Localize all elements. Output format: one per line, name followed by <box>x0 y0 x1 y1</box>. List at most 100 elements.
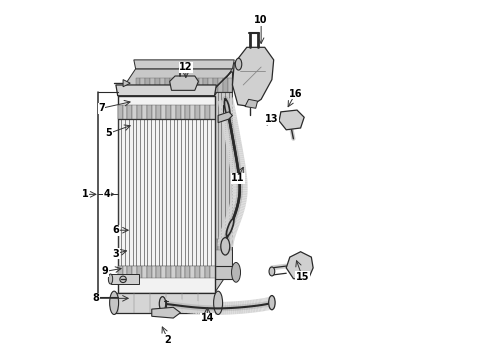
Polygon shape <box>179 78 184 92</box>
Polygon shape <box>142 266 147 278</box>
Polygon shape <box>184 239 189 250</box>
Polygon shape <box>179 300 182 312</box>
Polygon shape <box>230 168 246 172</box>
Polygon shape <box>220 111 236 116</box>
Polygon shape <box>243 301 245 314</box>
Polygon shape <box>174 239 179 250</box>
Polygon shape <box>137 266 142 278</box>
Polygon shape <box>227 148 243 153</box>
Polygon shape <box>231 177 247 181</box>
Polygon shape <box>219 103 234 107</box>
Polygon shape <box>150 239 155 250</box>
Polygon shape <box>269 297 273 309</box>
Polygon shape <box>212 302 214 315</box>
Polygon shape <box>230 202 245 208</box>
Polygon shape <box>210 105 215 119</box>
Polygon shape <box>185 300 188 313</box>
Polygon shape <box>236 301 238 314</box>
Polygon shape <box>122 105 127 119</box>
Polygon shape <box>221 118 237 122</box>
Polygon shape <box>218 244 233 247</box>
Polygon shape <box>146 78 150 92</box>
Polygon shape <box>218 112 232 123</box>
Polygon shape <box>175 299 178 312</box>
Polygon shape <box>218 240 234 244</box>
Polygon shape <box>134 60 234 69</box>
Polygon shape <box>227 212 243 218</box>
Polygon shape <box>239 301 242 314</box>
Ellipse shape <box>110 291 119 315</box>
Polygon shape <box>231 197 247 201</box>
Polygon shape <box>218 98 233 102</box>
Polygon shape <box>220 107 235 111</box>
Polygon shape <box>228 209 244 215</box>
Polygon shape <box>198 78 203 92</box>
Text: 9: 9 <box>102 266 108 276</box>
Polygon shape <box>219 234 235 240</box>
Polygon shape <box>220 230 236 236</box>
Ellipse shape <box>232 262 241 282</box>
Polygon shape <box>127 105 132 119</box>
Polygon shape <box>204 302 207 315</box>
Polygon shape <box>222 123 239 128</box>
Polygon shape <box>193 301 196 314</box>
Polygon shape <box>222 120 238 125</box>
Polygon shape <box>205 266 210 278</box>
Polygon shape <box>258 299 262 312</box>
Polygon shape <box>161 266 166 278</box>
Polygon shape <box>179 239 184 250</box>
Polygon shape <box>232 192 247 194</box>
Polygon shape <box>267 297 270 310</box>
Polygon shape <box>220 233 235 239</box>
Polygon shape <box>223 224 238 230</box>
Polygon shape <box>127 266 132 278</box>
Polygon shape <box>177 299 180 312</box>
Polygon shape <box>223 127 239 132</box>
Polygon shape <box>122 266 127 278</box>
Polygon shape <box>220 231 236 238</box>
Polygon shape <box>142 105 147 119</box>
Polygon shape <box>187 300 190 313</box>
Polygon shape <box>226 213 242 220</box>
Polygon shape <box>251 300 254 313</box>
Polygon shape <box>229 204 245 209</box>
Polygon shape <box>223 78 228 92</box>
Polygon shape <box>229 160 245 165</box>
Polygon shape <box>222 226 237 233</box>
Polygon shape <box>181 105 186 119</box>
Polygon shape <box>269 297 274 309</box>
Polygon shape <box>228 156 245 161</box>
Polygon shape <box>160 239 165 250</box>
Polygon shape <box>123 80 130 87</box>
Polygon shape <box>208 302 210 315</box>
Polygon shape <box>152 307 180 318</box>
Polygon shape <box>230 301 233 315</box>
Polygon shape <box>218 99 233 102</box>
Polygon shape <box>161 105 166 119</box>
Polygon shape <box>218 243 233 246</box>
Polygon shape <box>234 301 236 314</box>
Polygon shape <box>166 266 171 278</box>
Polygon shape <box>189 239 194 250</box>
Polygon shape <box>266 297 270 310</box>
Polygon shape <box>141 78 146 92</box>
Polygon shape <box>220 110 236 114</box>
Polygon shape <box>222 302 225 315</box>
Polygon shape <box>164 297 166 310</box>
Polygon shape <box>165 239 170 250</box>
Ellipse shape <box>108 274 113 284</box>
Polygon shape <box>227 150 243 155</box>
Polygon shape <box>165 298 168 311</box>
Polygon shape <box>232 47 274 107</box>
Polygon shape <box>228 152 244 157</box>
Polygon shape <box>199 301 202 314</box>
Polygon shape <box>237 301 240 314</box>
Polygon shape <box>230 166 246 170</box>
Polygon shape <box>229 158 245 163</box>
Polygon shape <box>163 297 165 310</box>
Ellipse shape <box>269 267 275 276</box>
Polygon shape <box>151 266 156 278</box>
Polygon shape <box>217 302 219 315</box>
Polygon shape <box>231 194 247 198</box>
Polygon shape <box>221 228 237 234</box>
